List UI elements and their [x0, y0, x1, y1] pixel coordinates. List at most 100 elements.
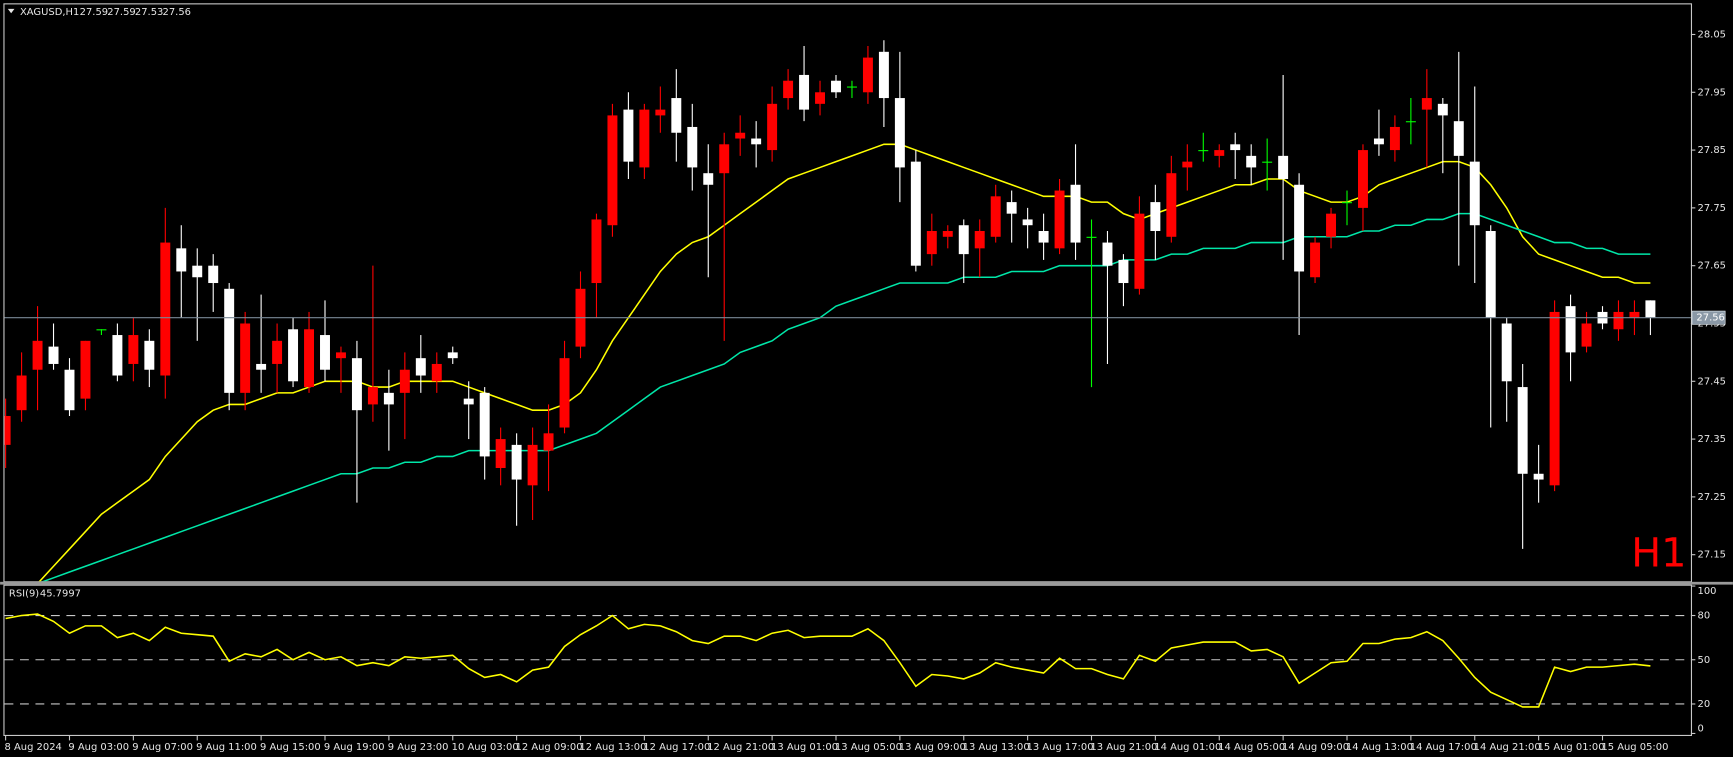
x-tick-label: 14 Aug 13:00 [1346, 742, 1413, 753]
candle-body [878, 51, 889, 99]
x-tick-label: 13 Aug 05:00 [835, 742, 902, 753]
candle-body [112, 335, 123, 376]
candle-body [1357, 150, 1368, 208]
candle-body [623, 109, 634, 162]
x-tick-label: 9 Aug 23:00 [388, 742, 449, 753]
candle-body [1565, 306, 1576, 353]
x-tick-label: 12 Aug 21:00 [707, 742, 774, 753]
y-tick-label: 28.05 [1698, 29, 1726, 40]
candle-body [48, 346, 59, 364]
candle-body [511, 444, 522, 480]
candle-body [1102, 242, 1113, 266]
y-tick-label: 27.15 [1698, 550, 1726, 561]
candle-body [4, 415, 11, 445]
y-tick-label: 80 [1698, 611, 1711, 622]
candle-body [1310, 242, 1321, 278]
candle-body [1549, 311, 1560, 486]
y-tick-label: 27.45 [1698, 376, 1726, 387]
candle-body [1533, 473, 1544, 480]
candle-body [288, 329, 299, 382]
candle-body [495, 439, 506, 468]
pane-separator [0, 581, 1733, 585]
candle-body [1485, 231, 1496, 318]
candle-body [399, 369, 410, 393]
candle-body [783, 80, 794, 99]
candle-body [1070, 184, 1081, 243]
candle-body [1086, 236, 1097, 238]
candle-body [224, 288, 235, 393]
candle-body [719, 144, 730, 174]
rsi-plot [4, 613, 1691, 708]
candle-body [1182, 161, 1193, 168]
x-tick-label: 13 Aug 09:00 [899, 742, 966, 753]
candle-body [958, 225, 969, 255]
candle-body [431, 363, 442, 382]
rsi-title: RSI(9) [9, 588, 39, 599]
candle-body [687, 126, 698, 168]
menu-triangle[interactable] [7, 8, 15, 14]
x-tick-label: 14 Aug 21:00 [1474, 742, 1541, 753]
period-label: H1 [1631, 530, 1686, 576]
candle-body [64, 369, 75, 411]
x-tick-label: 13 Aug 13:00 [963, 742, 1030, 753]
rsi-line [5, 613, 1651, 708]
candle-body [208, 265, 219, 284]
candle-body [1278, 155, 1289, 179]
candle-body [479, 392, 490, 457]
candle-body [272, 340, 283, 364]
candle-body [1405, 121, 1416, 123]
candle-body [447, 352, 458, 359]
candle-body [1469, 161, 1480, 226]
x-tick-label: 14 Aug 05:00 [1218, 742, 1285, 753]
candle-body [256, 363, 267, 370]
candle-body [894, 98, 905, 168]
chart-title: XAGUSD,H1 [20, 7, 79, 18]
y-tick-label: 27.95 [1698, 87, 1726, 98]
candle-body [144, 340, 155, 370]
candle-body [990, 196, 1001, 237]
moving-average-line [41, 212, 1651, 582]
candle-body [543, 433, 554, 451]
candle-body [815, 92, 826, 104]
candle-body [1006, 202, 1017, 214]
x-tick-label: 15 Aug 01:00 [1538, 742, 1605, 753]
candle-body [1214, 150, 1225, 156]
candle-body [655, 109, 666, 116]
candle-body [1150, 202, 1161, 232]
y-tick-label: 27.35 [1698, 434, 1726, 445]
candle-body [799, 74, 810, 110]
x-tick-label: 15 Aug 05:00 [1601, 742, 1668, 753]
last-price-box [1691, 310, 1726, 325]
x-tick-label: 9 Aug 07:00 [132, 742, 193, 753]
candle-body [846, 86, 857, 88]
candle-body [862, 57, 873, 93]
x-tick-label: 12 Aug 13:00 [579, 742, 646, 753]
axes: 28.0527.9527.8527.7527.6527.5527.4527.35… [5, 29, 1726, 753]
candle-body [1134, 213, 1145, 289]
candle-body [1645, 300, 1656, 318]
candle-body [1581, 323, 1592, 347]
candle-body [1246, 155, 1257, 168]
x-tick-label: 14 Aug 17:00 [1410, 742, 1477, 753]
header-close: 27.56 [163, 7, 191, 18]
x-tick-label: 9 Aug 15:00 [260, 742, 321, 753]
candle-body [607, 115, 618, 226]
candle-body [367, 387, 378, 405]
x-tick-label: 13 Aug 17:00 [1027, 742, 1094, 753]
x-tick-label: 9 Aug 03:00 [68, 742, 129, 753]
candle-body [1166, 173, 1177, 237]
candle-body [240, 323, 251, 393]
candle-body [1054, 190, 1065, 249]
x-tick-label: 12 Aug 17:00 [643, 742, 710, 753]
candle-body [320, 335, 330, 370]
candle-body [1421, 98, 1432, 110]
y-tick-label: 27.65 [1698, 261, 1726, 272]
candle-body [96, 329, 107, 331]
x-tick-label: 14 Aug 09:00 [1282, 742, 1349, 753]
x-tick-label: 13 Aug 21:00 [1090, 742, 1157, 753]
candle-body [335, 352, 346, 359]
candle-body [1230, 144, 1241, 151]
y-tick-label: 27.85 [1698, 145, 1726, 156]
y-tick-label: 27.25 [1698, 492, 1726, 503]
